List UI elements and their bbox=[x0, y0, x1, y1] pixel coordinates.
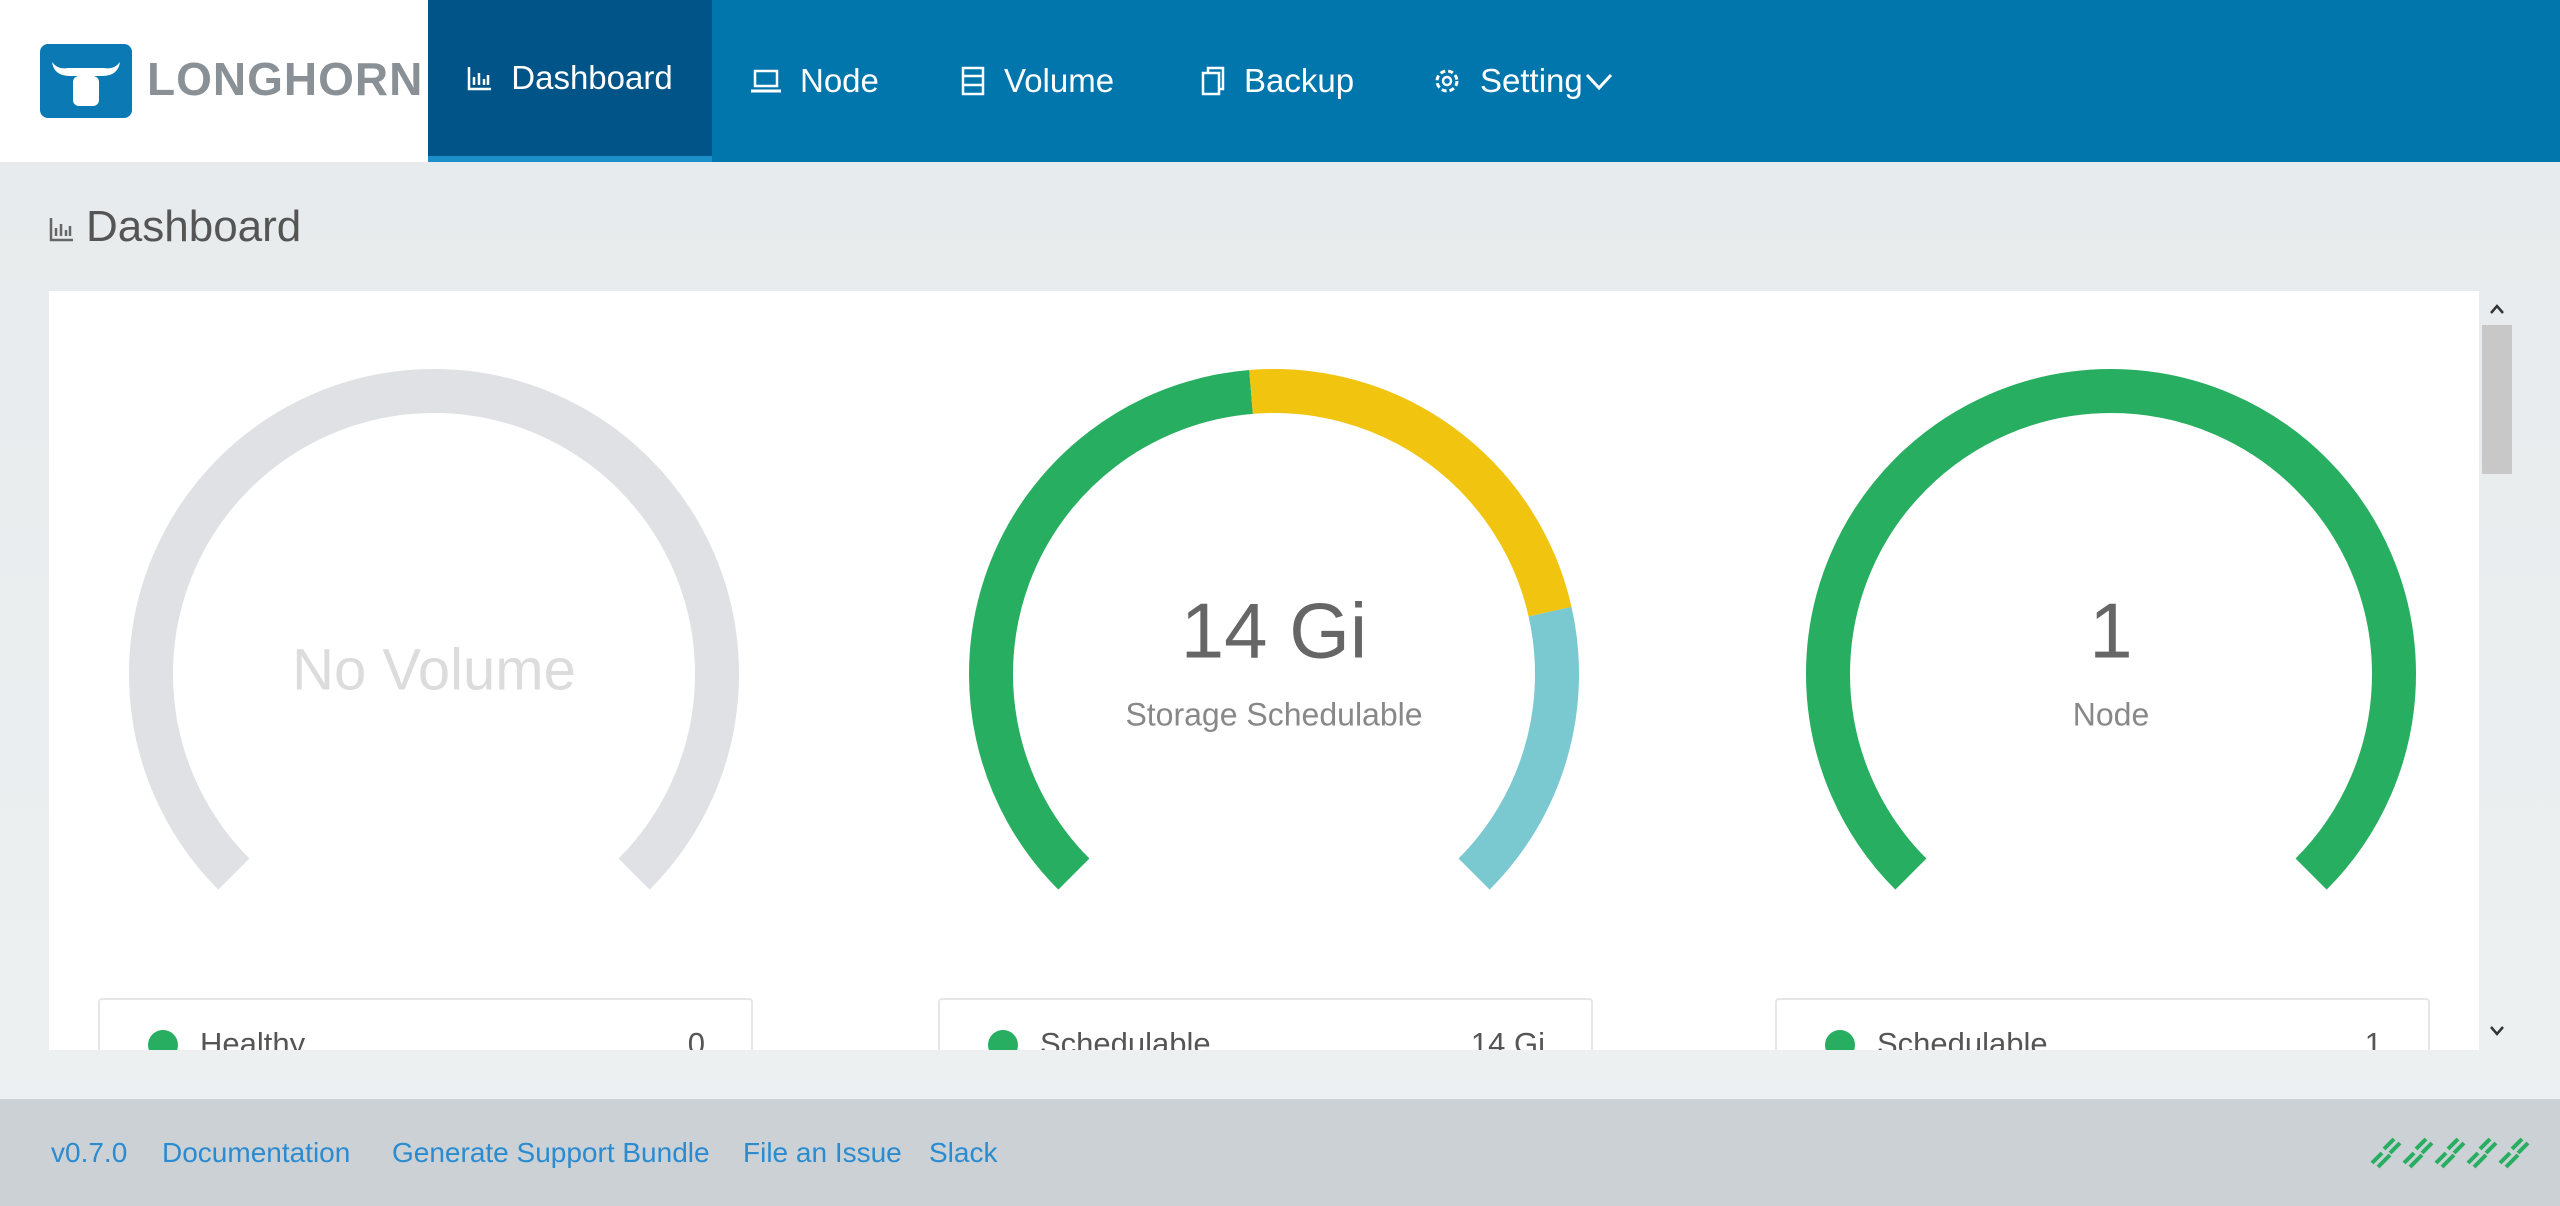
nav-label: Volume bbox=[1004, 62, 1115, 99]
version[interactable]: v0.7.0 bbox=[51, 1137, 128, 1168]
legend-item: Schedulable 14 Gi bbox=[938, 998, 1593, 1050]
legend-item: Schedulable 1 bbox=[1775, 998, 2430, 1050]
gauge-value: 14 Gi bbox=[1181, 587, 1367, 675]
gauge-value: 1 bbox=[2089, 587, 2132, 675]
nav-label: Backup bbox=[1244, 62, 1355, 99]
footer-link[interactable]: Slack bbox=[929, 1137, 998, 1168]
icon bbox=[1201, 66, 1225, 96]
gauge-segment bbox=[1806, 369, 2416, 890]
nav-tab[interactable]: Node bbox=[750, 0, 879, 162]
logo-icon bbox=[40, 44, 132, 118]
scrollbar[interactable] bbox=[2482, 291, 2512, 1050]
gauge-segment bbox=[1249, 369, 1572, 617]
nav-label: Dashboard bbox=[511, 59, 673, 96]
nav-label: Setting bbox=[1480, 62, 1583, 99]
link-icons[interactable] bbox=[2368, 1133, 2538, 1173]
status-dot bbox=[148, 1030, 178, 1050]
logo-text: LONGHORN bbox=[147, 53, 424, 105]
nav-tab[interactable]: Volume bbox=[960, 0, 1114, 162]
gauge-track bbox=[129, 369, 739, 890]
icon bbox=[751, 69, 781, 93]
footer: v0.7.0 Documentation Generate Support Bund… bbox=[0, 1099, 2560, 1206]
legend-value: 0 bbox=[687, 1026, 705, 1050]
footer-link[interactable]: Documentation bbox=[162, 1137, 351, 1168]
chevron bbox=[1585, 73, 1612, 91]
logo[interactable]: LONGHORN bbox=[0, 0, 428, 162]
status-dot bbox=[1825, 1030, 1855, 1050]
title-icon bbox=[49, 218, 73, 242]
gauge-label: Node bbox=[2073, 696, 2150, 732]
status-dot bbox=[988, 1030, 1018, 1050]
icon bbox=[961, 66, 985, 96]
page-title: Dashboard bbox=[86, 202, 302, 251]
nav-tab[interactable]: Setting bbox=[1432, 0, 1613, 162]
gauge-segment bbox=[969, 370, 1253, 890]
legend-name: Schedulable bbox=[1040, 1026, 1211, 1050]
dashboard-panel: No Volume 14 Gi Storage Schedulable 1 Node H… bbox=[49, 291, 2479, 1050]
nav-tab[interactable]: Dashboard bbox=[428, 0, 712, 162]
footer-link[interactable]: File an Issue bbox=[743, 1137, 902, 1168]
gauge-segment bbox=[1458, 606, 1579, 890]
legend-value: 1 bbox=[2364, 1026, 2382, 1050]
legend-name: Healthy bbox=[200, 1026, 306, 1050]
legend-value: 14 Gi bbox=[1470, 1026, 1545, 1050]
nav-tab[interactable]: Backup bbox=[1200, 0, 1354, 162]
icon bbox=[1435, 69, 1459, 93]
gauges: No Volume 14 Gi Storage Schedulable 1 Node bbox=[129, 369, 2416, 890]
legend-item: Healthy 0 bbox=[98, 998, 753, 1050]
legend-name: Schedulable bbox=[1877, 1026, 2048, 1050]
header: LONGHORN Dashboard Node Volume Backup Se… bbox=[0, 0, 2560, 162]
gauge-label: No Volume bbox=[292, 637, 576, 702]
nav-label: Node bbox=[800, 62, 879, 99]
icon bbox=[468, 67, 492, 91]
gauge-label: Storage Schedulable bbox=[1125, 696, 1422, 732]
footer-link[interactable]: Generate Support Bundle bbox=[392, 1137, 710, 1168]
